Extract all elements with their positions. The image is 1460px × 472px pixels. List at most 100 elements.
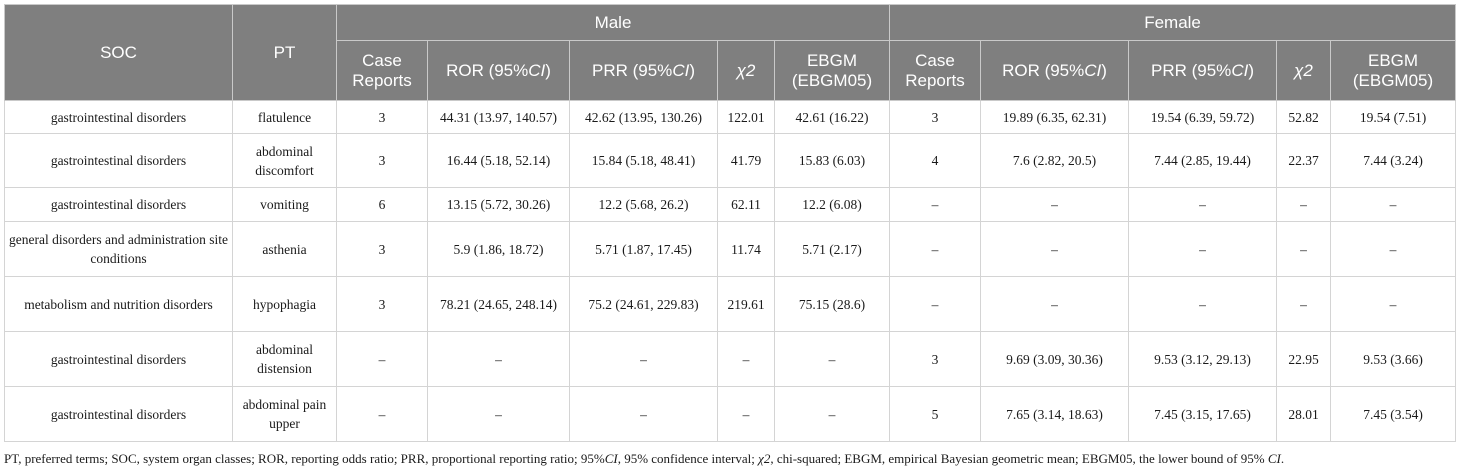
cell-female-chi2: 22.95	[1276, 331, 1331, 387]
cell-pt: asthenia	[232, 221, 337, 277]
cell-female-chi2: –	[1276, 276, 1331, 332]
cell-male-chi2: 11.74	[717, 221, 775, 277]
cell-female-prr: –	[1128, 187, 1277, 222]
cell-female-ror: –	[980, 276, 1129, 332]
cell-male-ebgm: 5.71 (2.17)	[774, 221, 890, 277]
cell-female-chi2: –	[1276, 187, 1331, 222]
cell-male-chi2: –	[717, 331, 775, 387]
cell-male-ror: –	[427, 331, 570, 387]
col-header-female-chi2: χ2	[1276, 40, 1331, 101]
col-header-male-ebgm: EBGM (EBGM05)	[774, 40, 890, 101]
cell-male-prr: 75.2 (24.61, 229.83)	[569, 276, 718, 332]
cell-male-ebgm: 75.15 (28.6)	[774, 276, 890, 332]
table-row: metabolism and nutrition disorders hypop…	[4, 276, 1457, 332]
cell-soc: gastrointestinal disorders	[4, 187, 233, 222]
cell-female-case: –	[889, 221, 981, 277]
cell-male-ebgm: 42.61 (16.22)	[774, 100, 890, 134]
cell-male-ror: –	[427, 386, 570, 442]
cell-female-ebgm: 19.54 (7.51)	[1329, 100, 1457, 134]
table-row: gastrointestinal disorders abdominal dis…	[4, 331, 1457, 387]
col-header-male-prr: PRR (95%CI)	[569, 40, 718, 101]
cell-male-ebgm: 15.83 (6.03)	[774, 133, 890, 188]
cell-male-chi2: 62.11	[717, 187, 775, 222]
cell-male-chi2: 122.01	[717, 100, 775, 134]
cell-pt: abdominal pain upper	[232, 386, 337, 442]
col-header-female-case-reports: Case Reports	[889, 40, 981, 101]
cell-female-case: 3	[889, 331, 981, 387]
cell-male-prr: 12.2 (5.68, 26.2)	[569, 187, 718, 222]
cell-pt: abdominal discomfort	[232, 133, 337, 188]
cell-male-ror: 13.15 (5.72, 30.26)	[427, 187, 570, 222]
cell-male-ebgm: –	[774, 386, 890, 442]
cell-male-prr: 5.71 (1.87, 17.45)	[569, 221, 718, 277]
header-row-metrics: Case Reports ROR (95%CI) PRR (95%CI) χ2 …	[5, 40, 1457, 101]
table-row: gastrointestinal disorders vomiting 6 13…	[4, 187, 1457, 222]
col-header-male-case-reports: Case Reports	[336, 40, 428, 101]
cell-female-case: –	[889, 187, 981, 222]
col-header-male-ror: ROR (95%CI)	[427, 40, 570, 101]
cell-soc: gastrointestinal disorders	[4, 331, 233, 387]
cell-soc: gastrointestinal disorders	[4, 133, 233, 188]
cell-female-case: 4	[889, 133, 981, 188]
cell-female-ror: –	[980, 187, 1129, 222]
cell-soc: gastrointestinal disorders	[4, 100, 233, 134]
cell-female-chi2: 28.01	[1276, 386, 1331, 442]
cell-male-prr: –	[569, 331, 718, 387]
table-row: gastrointestinal disorders flatulence 3 …	[4, 100, 1457, 134]
cell-female-chi2: –	[1276, 221, 1331, 277]
table-row: general disorders and administration sit…	[4, 221, 1457, 277]
cell-female-prr: –	[1128, 276, 1277, 332]
cell-female-ebgm: 7.44 (3.24)	[1329, 133, 1457, 188]
col-header-female: Female	[888, 4, 1457, 41]
cell-soc: metabolism and nutrition disorders	[4, 276, 233, 332]
cell-pt: hypophagia	[232, 276, 337, 332]
cell-female-prr: 7.44 (2.85, 19.44)	[1128, 133, 1277, 188]
cell-male-ror: 78.21 (24.65, 248.14)	[427, 276, 570, 332]
cell-male-prr: 15.84 (5.18, 48.41)	[569, 133, 718, 188]
cell-female-chi2: 22.37	[1276, 133, 1331, 188]
cell-female-prr: 19.54 (6.39, 59.72)	[1128, 100, 1277, 134]
table-footnote: PT, preferred terms; SOC, system organ c…	[4, 451, 1285, 466]
cell-female-ror: 9.69 (3.09, 30.36)	[980, 331, 1129, 387]
cell-male-ror: 16.44 (5.18, 52.14)	[427, 133, 570, 188]
col-header-female-prr: PRR (95%CI)	[1128, 40, 1277, 101]
cell-soc: general disorders and administration sit…	[4, 221, 233, 277]
cell-female-prr: –	[1128, 221, 1277, 277]
cell-pt: flatulence	[232, 100, 337, 134]
cell-female-ebgm: 7.45 (3.54)	[1329, 386, 1457, 442]
col-header-soc: SOC	[4, 4, 233, 101]
cell-female-ebgm: 9.53 (3.66)	[1329, 331, 1457, 387]
cell-male-chi2: –	[717, 386, 775, 442]
cell-male-ebgm: –	[774, 331, 890, 387]
cell-soc: gastrointestinal disorders	[4, 386, 233, 442]
data-table: SOC PT Male Female Case Reports ROR (95%…	[4, 4, 1457, 442]
table-row: gastrointestinal disorders abdominal dis…	[4, 133, 1457, 188]
col-header-pt: PT	[232, 4, 337, 101]
cell-male-chi2: 219.61	[717, 276, 775, 332]
col-header-male-chi2: χ2	[717, 40, 775, 101]
cell-female-ror: 7.65 (3.14, 18.63)	[980, 386, 1129, 442]
header-row-group: SOC PT Male Female	[4, 4, 1457, 101]
cell-pt: vomiting	[232, 187, 337, 222]
cell-male-case: 3	[336, 221, 428, 277]
cell-female-ror: 19.89 (6.35, 62.31)	[980, 100, 1129, 134]
cell-female-case: 3	[889, 100, 981, 134]
cell-male-ror: 44.31 (13.97, 140.57)	[427, 100, 570, 134]
cell-female-case: –	[889, 276, 981, 332]
cell-female-case: 5	[889, 386, 981, 442]
col-header-female-ror: ROR (95%CI)	[980, 40, 1129, 101]
cell-female-prr: 7.45 (3.15, 17.65)	[1128, 386, 1277, 442]
col-header-male: Male	[336, 4, 890, 41]
cell-female-ror: 7.6 (2.82, 20.5)	[980, 133, 1129, 188]
cell-female-prr: 9.53 (3.12, 29.13)	[1128, 331, 1277, 387]
cell-female-ebgm: –	[1329, 187, 1457, 222]
cell-male-case: –	[336, 331, 428, 387]
cell-male-case: –	[336, 386, 428, 442]
cell-female-ebgm: –	[1329, 276, 1457, 332]
cell-female-chi2: 52.82	[1276, 100, 1331, 134]
cell-male-ror: 5.9 (1.86, 18.72)	[427, 221, 570, 277]
cell-pt: abdominal distension	[232, 331, 337, 387]
cell-female-ror: –	[980, 221, 1129, 277]
cell-male-case: 6	[336, 187, 428, 222]
col-header-female-ebgm: EBGM (EBGM05)	[1329, 40, 1457, 101]
